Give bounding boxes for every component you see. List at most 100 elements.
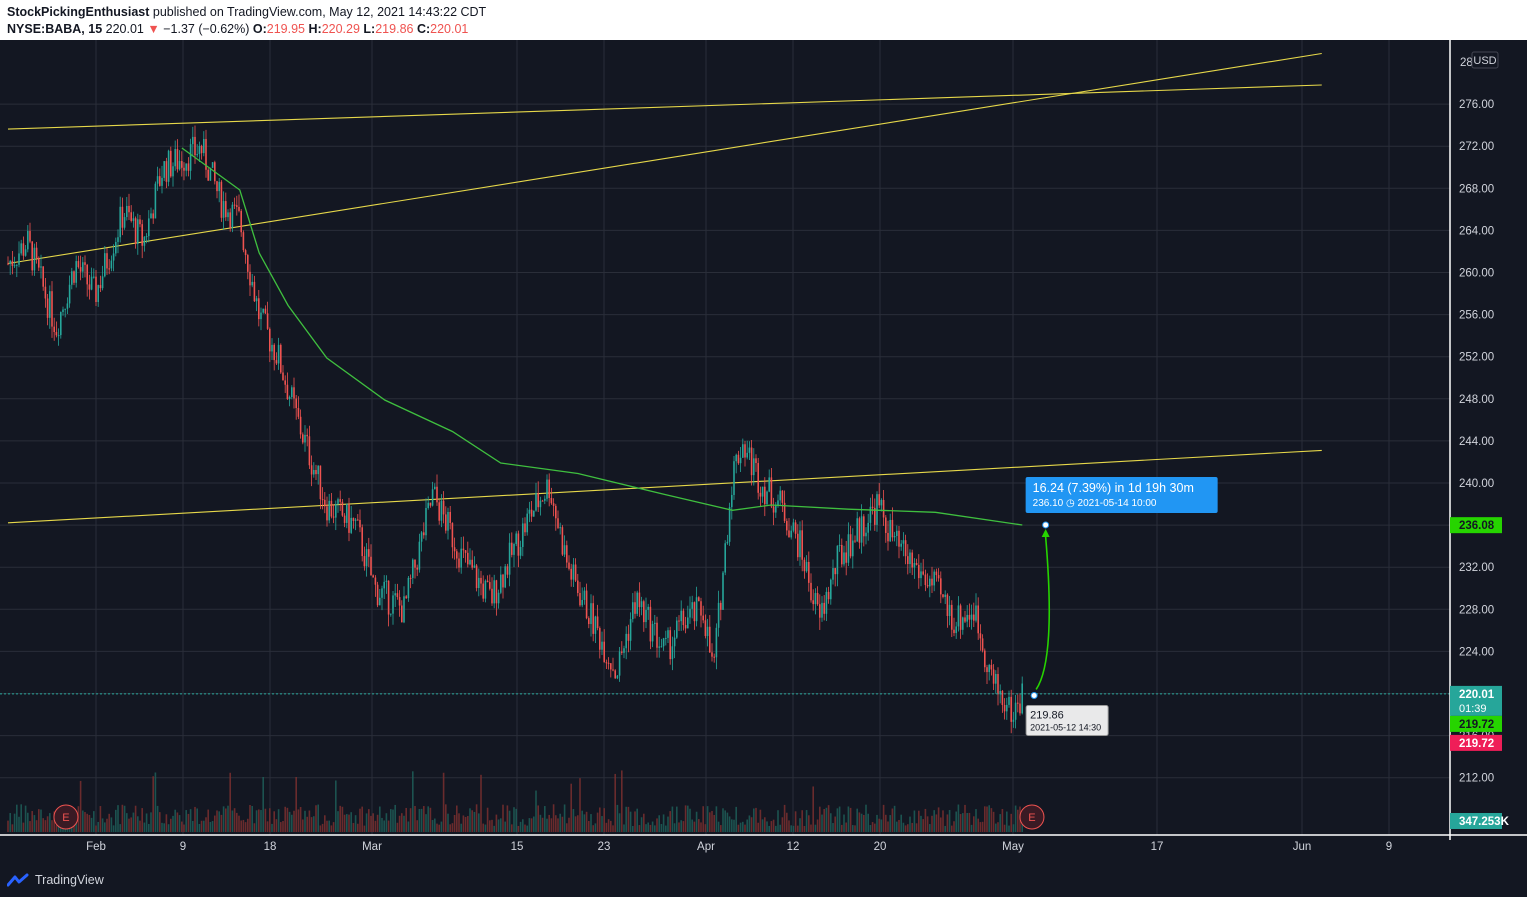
last-price-badge: 220.01 [1459, 689, 1495, 701]
moving-average [181, 147, 1023, 526]
candle-body [975, 605, 977, 621]
trendlines[interactable] [7, 52, 1322, 524]
candle-body [997, 674, 999, 695]
volume-bar [627, 806, 630, 832]
candle-body [618, 651, 621, 676]
volume-bar [71, 824, 73, 832]
close-value: 220.01 [430, 22, 469, 36]
candle-body [770, 477, 773, 507]
candle-body [66, 303, 69, 309]
volume-bar [295, 776, 297, 832]
trendline [7, 449, 1322, 524]
volume-bar [99, 806, 102, 832]
candle-body [64, 308, 66, 310]
candle-body [541, 500, 544, 502]
volume-bar [139, 820, 141, 832]
candle-body [924, 574, 927, 585]
volume-bar [995, 823, 997, 832]
currency-box[interactable] [1471, 51, 1499, 69]
volume-bar [117, 805, 119, 832]
volume-bar [480, 774, 482, 832]
time-tick-label: 15 [511, 841, 524, 853]
volume-bar [673, 823, 676, 832]
volume-bar [337, 811, 339, 832]
candle-body [361, 527, 363, 557]
volume-bar [51, 820, 53, 832]
candle-body [110, 260, 113, 269]
candle-body [852, 540, 854, 557]
candle-body [913, 563, 916, 568]
volume-bar [214, 815, 216, 832]
candle-body [911, 552, 913, 568]
candle-body [167, 150, 170, 182]
volume-bar [379, 806, 381, 832]
volume-bar [748, 815, 751, 832]
volume-bar [588, 820, 590, 832]
candle-body [376, 584, 379, 606]
candle-body [1019, 703, 1021, 714]
volume-bar [647, 822, 649, 832]
candle-body [156, 176, 159, 184]
candle-body [966, 614, 968, 622]
volume-bar [148, 823, 150, 832]
candle-body [29, 230, 31, 242]
candle-body [717, 602, 720, 628]
volume-bar [121, 804, 124, 832]
moving-average-line [181, 147, 1023, 526]
volume-bar [896, 821, 898, 832]
volume-bar [185, 810, 187, 832]
volume-bar [880, 819, 883, 832]
volume-bar [425, 814, 427, 832]
candle-body [548, 479, 550, 498]
volume-bar [251, 805, 253, 832]
candle-body [546, 479, 548, 499]
volume-bar [374, 820, 377, 832]
candle-body [330, 500, 333, 517]
volume-bar [830, 813, 832, 832]
candle-body [220, 181, 223, 218]
price-tick-label: 212.00 [1459, 773, 1494, 785]
volume-bar [909, 816, 911, 832]
volume-bar [315, 805, 317, 832]
volume-bar [728, 816, 731, 832]
candle-body [266, 313, 269, 329]
candle-body [172, 166, 174, 177]
down-arrow-icon: ▼ [147, 22, 160, 36]
volume-bar [266, 821, 269, 832]
price-tick-label: 244.00 [1459, 436, 1494, 448]
candle-body [104, 253, 106, 277]
candle-body [566, 545, 568, 563]
volume-bar [49, 813, 51, 832]
price-chart[interactable]: 16.24 (7.39%) in 1d 19h 30m 236.10 ◷ 2021… [0, 40, 1527, 862]
candle-body [572, 564, 575, 580]
candle-body [414, 559, 416, 568]
green-level-badge: 219.72 [1459, 719, 1494, 731]
candle-body [27, 230, 29, 250]
volume-bar [621, 770, 623, 832]
candle-body [1012, 719, 1015, 722]
candle-body [277, 344, 280, 364]
volume-bar [442, 772, 445, 832]
volume-bar [948, 810, 951, 832]
price-badges: 236.08 220.01 01:39 219.72 219.72 347.253K [1450, 517, 1510, 829]
volume-bar [110, 817, 113, 832]
volume-bar [1012, 824, 1015, 832]
volume-bar [660, 824, 663, 832]
volume-bar [97, 821, 99, 832]
projection-drawing[interactable]: 16.24 (7.39%) in 1d 19h 30m 236.10 ◷ 2021… [1025, 476, 1218, 736]
price-tick-label: 256.00 [1459, 310, 1494, 322]
tradingview-logo[interactable]: TradingView [7, 872, 104, 888]
volume-bar [20, 804, 22, 832]
volume-bar [816, 819, 819, 832]
volume-bar [594, 823, 597, 832]
volume-bar [649, 824, 652, 832]
candle-body [838, 544, 841, 546]
volume-bar [709, 812, 711, 832]
volume-bar [150, 812, 152, 832]
candle-body [544, 498, 546, 501]
candle-body [398, 597, 401, 606]
publisher-name[interactable]: StockPickingEnthusiast [7, 5, 150, 19]
candle-body [71, 271, 73, 285]
candle-body [634, 602, 636, 614]
